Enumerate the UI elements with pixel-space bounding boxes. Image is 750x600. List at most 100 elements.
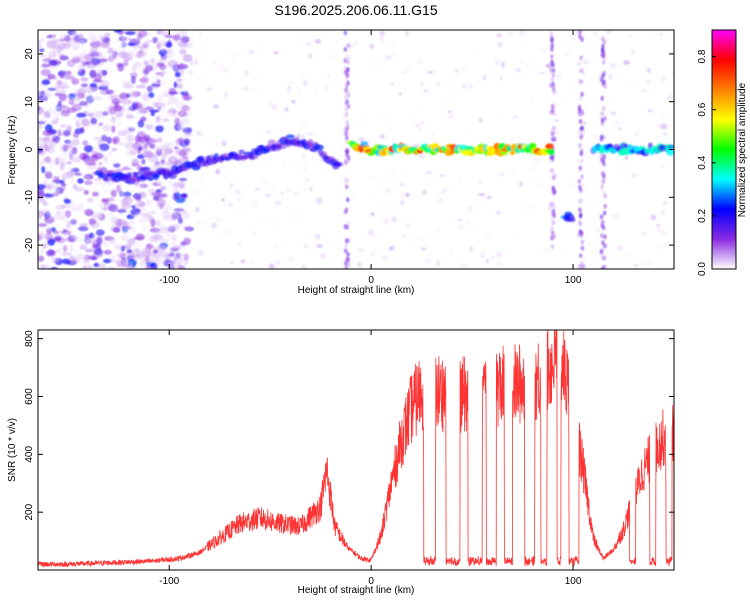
heatmap-cell (231, 53, 236, 58)
heatmap-cell (80, 126, 85, 133)
y-tick-label: 400 (24, 446, 35, 463)
heatmap-cell (556, 72, 562, 79)
heatmap-cell (599, 134, 604, 140)
heatmap-cell (314, 234, 321, 240)
heatmap-cell (296, 88, 301, 94)
heatmap-cell (468, 205, 473, 212)
heatmap-cell (580, 158, 584, 164)
heatmap-cell (227, 203, 234, 207)
heatmap-cell (555, 218, 561, 224)
heatmap-y-axis-label: Frequency (Hz) (7, 116, 18, 185)
heatmap-cell (343, 209, 348, 215)
heatmap-cell (56, 246, 64, 251)
heatmap-cell (617, 165, 624, 171)
heatmap-cell (518, 30, 526, 36)
heatmap-cell (646, 67, 651, 73)
y-tick-label: -10 (24, 190, 35, 205)
heatmap-cell (183, 226, 190, 230)
heatmap-cell (165, 41, 173, 48)
heatmap-cell (287, 85, 292, 92)
heatmap-cell (476, 130, 482, 134)
heatmap-cell (58, 42, 66, 51)
heatmap-cell (107, 55, 115, 63)
heatmap-cell (123, 83, 134, 89)
heatmap-cell (486, 195, 492, 200)
heatmap-cell (550, 132, 554, 138)
heatmap-cell (539, 251, 543, 257)
heatmap-cell (221, 198, 225, 202)
heatmap-cell (221, 140, 227, 147)
heatmap-cell (254, 123, 261, 130)
heatmap-cell (114, 244, 123, 251)
heatmap-cell (151, 83, 161, 87)
heatmap-cell (519, 95, 525, 98)
heatmap-cell (191, 222, 197, 228)
heatmap-cell (469, 245, 473, 252)
heatmap-cell (493, 58, 500, 66)
heatmap-cell (344, 94, 348, 100)
heatmap-cell (108, 51, 117, 56)
heatmap-cell (159, 245, 167, 251)
heatmap-cell (199, 180, 204, 186)
heatmap-cell (608, 74, 613, 80)
heatmap-cell (551, 185, 556, 191)
heatmap-cell (350, 193, 356, 199)
colorbar-tick-label: 0.2 (697, 209, 708, 223)
heatmap-cell (512, 115, 519, 119)
heatmap-cell (572, 190, 580, 193)
heatmap-cell (346, 252, 350, 257)
heatmap-cell (114, 54, 123, 59)
heatmap-cell (38, 230, 47, 239)
heatmap-cell (160, 47, 165, 52)
heatmap-cell (613, 120, 621, 126)
heatmap-cell (125, 172, 132, 179)
heatmap-cell (356, 262, 363, 268)
heatmap-cell (177, 79, 183, 86)
heatmap-cell (306, 132, 314, 136)
heatmap-cell (124, 110, 135, 115)
heatmap-cell (271, 56, 275, 62)
heatmap-cell (400, 76, 405, 82)
heatmap-cell (600, 184, 604, 190)
heatmap-cell (530, 166, 537, 170)
heatmap-cell (345, 83, 349, 89)
heatmap-cell (414, 215, 418, 219)
heatmap-cell (434, 125, 442, 131)
heatmap-cell (343, 30, 348, 36)
heatmap-cell (475, 52, 480, 56)
heatmap-cell (92, 243, 98, 249)
heatmap-cell (130, 117, 139, 123)
heatmap-cell (335, 162, 344, 167)
heatmap-cell (140, 140, 148, 149)
heatmap-cell (99, 167, 108, 175)
heatmap-cell (134, 239, 144, 248)
heatmap-cell (137, 119, 145, 128)
heatmap-cell (550, 156, 555, 161)
heatmap-cell (515, 231, 521, 236)
heatmap-cell (530, 100, 534, 105)
heatmap-cell (108, 107, 117, 115)
heatmap-cell (108, 67, 113, 75)
heatmap-cell (248, 49, 255, 55)
heatmap-cell (659, 252, 664, 256)
heatmap-cell (125, 114, 135, 119)
heatmap-cell (580, 246, 585, 251)
heatmap-cell (251, 88, 259, 93)
heatmap-cell (124, 141, 135, 150)
heatmap-cell (62, 244, 68, 253)
heatmap-cell (164, 232, 172, 238)
heatmap-cell (567, 217, 576, 223)
heatmap-cell (193, 173, 200, 178)
heatmap-cell (549, 83, 553, 88)
heatmap-cell (128, 261, 133, 267)
heatmap-cell (215, 168, 220, 175)
heatmap-cell (262, 179, 268, 186)
heatmap-cell (457, 218, 463, 222)
heatmap-cell (439, 174, 446, 177)
x-tick-label: 0 (368, 576, 374, 587)
heatmap-cell (303, 244, 308, 249)
heatmap-cell (39, 48, 45, 53)
heatmap-cell (148, 244, 155, 249)
heatmap-cell (619, 74, 624, 77)
heatmap-cell (129, 149, 137, 156)
